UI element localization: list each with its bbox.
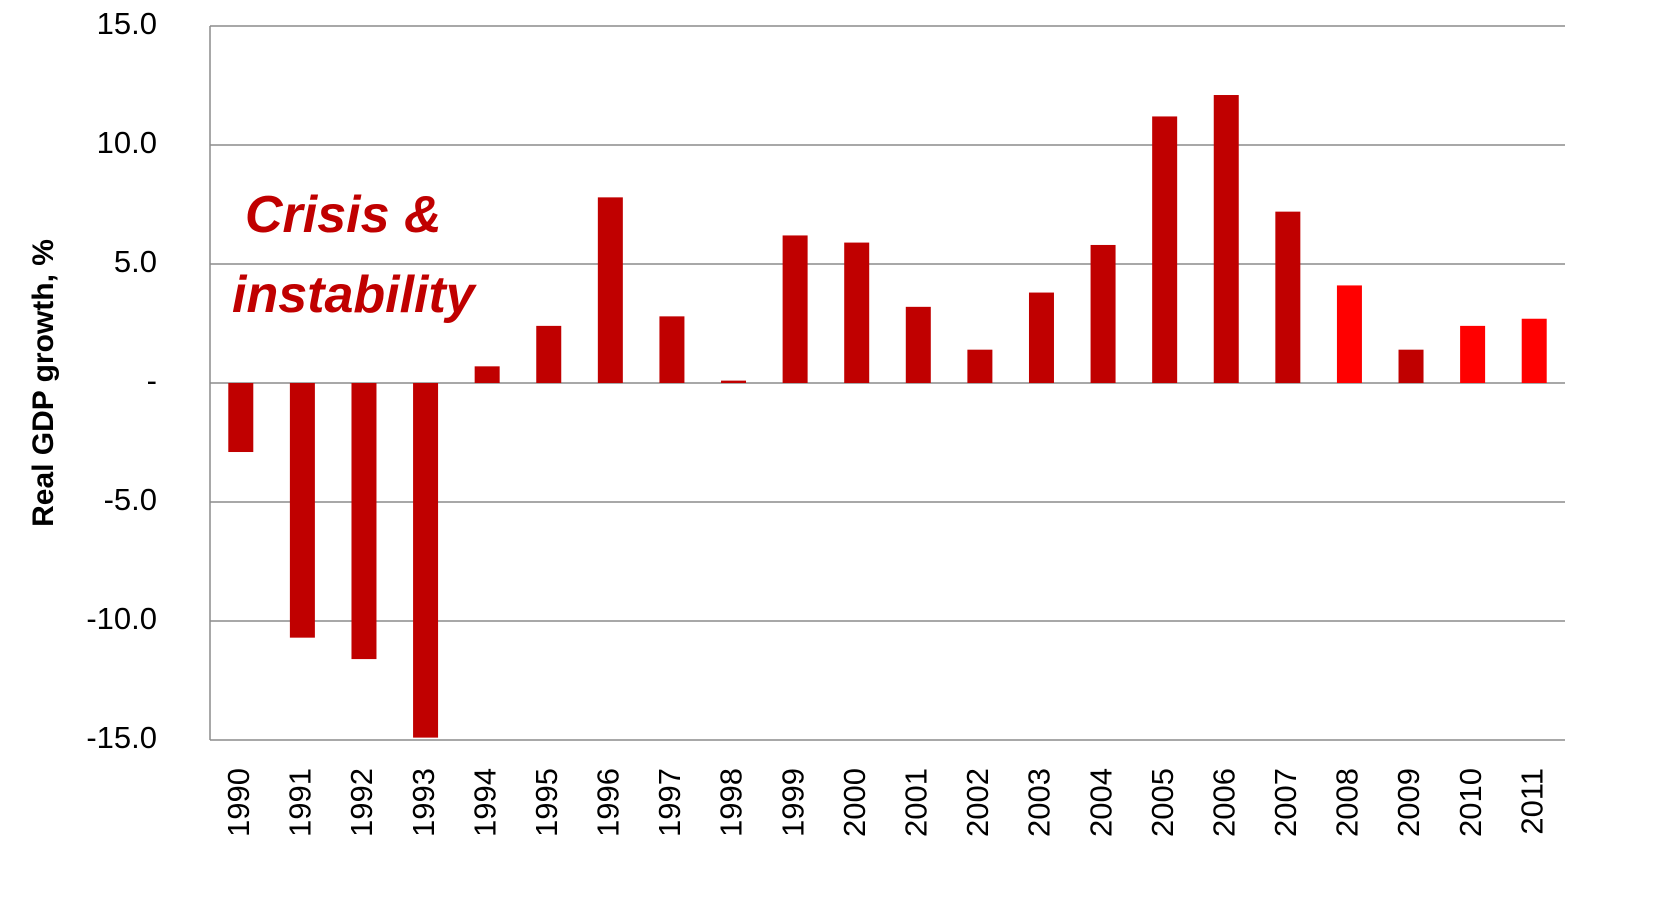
bar [659,316,685,383]
bar [413,383,439,738]
x-tick-label: 2004 [1083,768,1118,837]
x-tick-label: 1991 [283,768,318,837]
y-tick-label: 5.0 [114,244,157,279]
bar [1152,116,1178,383]
bar [597,197,623,383]
y-axis-label: Real GDP growth, % [27,239,60,527]
bar [1460,325,1486,383]
x-tick-label: 2008 [1330,768,1365,837]
x-tick-label: 2010 [1453,768,1488,837]
y-tick-label: 15.0 [97,6,157,41]
y-tick-label: -15.0 [86,720,157,755]
x-tick-label: 2002 [960,768,995,837]
bar [289,383,315,638]
bar [1028,292,1054,383]
x-tick-label: 1993 [406,768,441,837]
bar [844,242,870,383]
bar [536,325,562,383]
y-tick-label: 10.0 [97,125,157,160]
annotation: Crisis & [245,186,442,244]
y-tick-label: - [147,363,157,398]
x-tick-label: 1998 [714,768,749,837]
x-tick-label: 2011 [1514,768,1549,835]
bar [228,383,254,453]
x-tick-label: 2007 [1268,768,1303,837]
bar [782,235,808,383]
x-tick-label: 1992 [344,768,379,837]
annotation: instability [232,266,478,324]
x-tick-label: 2009 [1391,768,1426,837]
bar [474,366,500,383]
y-tick-label: -5.0 [104,482,157,517]
x-tick-label: 2001 [898,768,933,837]
y-tick-label: -10.0 [86,601,157,636]
bar [1521,318,1547,383]
bar [721,380,747,383]
x-tick-label: 1994 [467,768,502,837]
x-tick-label: 1999 [775,768,810,837]
x-tick-label: 1996 [591,768,626,837]
bar [1398,349,1424,383]
x-tick-label: 1995 [529,768,564,837]
x-tick-label: 2006 [1206,768,1241,837]
x-tick-label: 2003 [1022,768,1057,837]
bar [1090,244,1116,383]
x-tick-label: 2000 [837,768,872,837]
bar [967,349,993,383]
x-tick-label: 2005 [1145,768,1180,837]
bar [1213,95,1239,384]
bar [1336,285,1362,383]
x-tick-label: 1997 [652,768,687,837]
bar [351,383,377,660]
bar [905,306,931,383]
x-tick-label: 1990 [221,768,256,837]
bar [1275,211,1301,383]
